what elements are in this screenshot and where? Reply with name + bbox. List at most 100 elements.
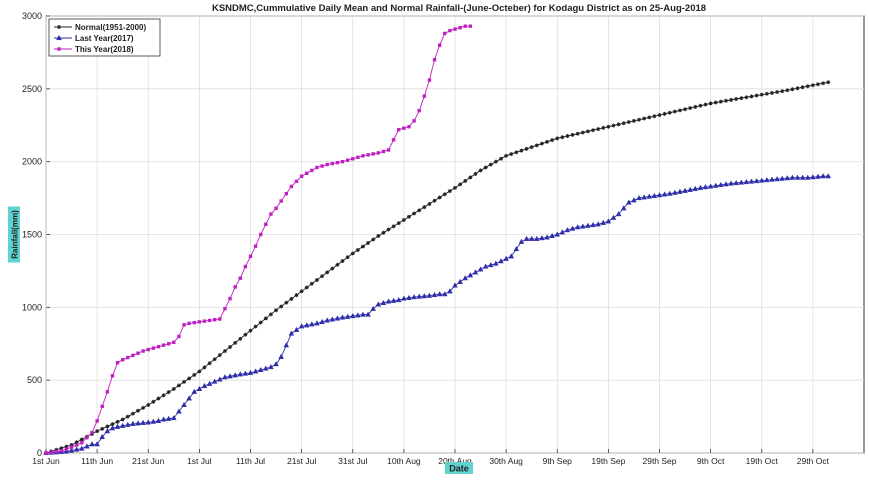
series-point: [365, 311, 371, 317]
series-3: [44, 24, 473, 455]
series-point: [677, 108, 682, 113]
series-point: [243, 264, 248, 269]
series-point: [458, 182, 463, 187]
series-point: [693, 104, 698, 109]
series-point: [329, 316, 336, 322]
series-point: [606, 124, 611, 129]
series-point: [473, 171, 478, 176]
series-point: [63, 448, 70, 454]
series-point: [591, 128, 596, 133]
series-point: [217, 353, 222, 358]
series-point: [79, 437, 84, 442]
series-point: [212, 357, 217, 362]
series-point: [238, 276, 242, 280]
series-point: [211, 378, 218, 384]
series-point: [94, 441, 100, 447]
series-point: [421, 293, 428, 299]
series-point: [596, 127, 601, 132]
series-point: [177, 334, 181, 339]
series-point: [126, 355, 130, 360]
series-point: [759, 92, 764, 97]
series-point: [666, 190, 673, 196]
y-tick-label: 1000: [22, 302, 42, 312]
series-point: [201, 382, 208, 389]
series-point: [482, 263, 489, 269]
series-point: [784, 175, 791, 181]
x-axis-label-highlight: [445, 462, 473, 474]
series-point: [417, 208, 422, 213]
series-point: [646, 193, 653, 199]
series-point: [432, 198, 437, 203]
series-point: [172, 340, 176, 344]
legend-marker: [57, 47, 61, 51]
series-point: [815, 82, 820, 87]
series-point: [299, 289, 304, 294]
legend-entry: Last Year(2017): [75, 34, 134, 43]
series-point: [248, 328, 253, 333]
series-point: [233, 340, 238, 345]
series-point: [462, 275, 469, 281]
series-point: [795, 86, 800, 91]
series-point: [69, 442, 74, 447]
series-point: [436, 291, 443, 297]
series-point: [340, 259, 345, 264]
series-point: [294, 293, 299, 298]
series-point: [289, 184, 294, 189]
series-point: [105, 424, 110, 429]
series-point: [146, 347, 150, 352]
series-point: [810, 83, 815, 88]
series-point: [206, 380, 213, 386]
series-point: [406, 214, 411, 219]
series-point: [355, 247, 360, 252]
series-point: [417, 108, 421, 113]
series-point: [692, 185, 699, 191]
series-point: [375, 301, 382, 307]
series-point: [78, 445, 85, 451]
series-point: [386, 227, 391, 232]
series-point: [207, 318, 212, 323]
series-point: [120, 417, 125, 422]
series-point: [360, 311, 366, 317]
series-point: [252, 368, 259, 374]
series-point: [805, 84, 810, 89]
series-point: [104, 428, 111, 434]
series-point: [441, 291, 448, 297]
series-point: [575, 131, 580, 136]
series-point: [600, 219, 607, 225]
series-point: [238, 336, 243, 341]
series-point: [315, 165, 319, 170]
series-point: [349, 312, 356, 319]
series-point: [335, 160, 340, 165]
series-point: [564, 227, 571, 233]
series-point: [779, 175, 786, 181]
series-point: [325, 270, 330, 275]
series-point: [356, 155, 360, 159]
series-point: [391, 224, 396, 229]
series-point: [141, 405, 146, 410]
series-point: [130, 411, 135, 416]
plot-area: 0 500 1000 1500 2000 2500 3000 1st Jun 11th Jun 2…: [8, 11, 865, 474]
series-point: [764, 176, 770, 183]
series-point: [187, 321, 191, 326]
series-point: [294, 179, 299, 184]
legend-box: [48, 18, 161, 57]
series-point: [167, 342, 171, 346]
series-point: [303, 322, 310, 328]
x-tick-label: 19th Oct: [746, 456, 779, 466]
series-point: [748, 178, 755, 184]
legend-marker: [56, 34, 62, 41]
series-point: [176, 408, 182, 414]
series-point: [99, 433, 106, 440]
series-point: [283, 342, 290, 348]
series-point: [427, 201, 432, 206]
series-point: [672, 189, 678, 195]
series-point: [263, 316, 268, 321]
x-tick-label: 1st Jun: [32, 456, 60, 466]
series-point: [545, 139, 550, 144]
series-point: [274, 308, 279, 313]
series-point: [396, 221, 401, 226]
y-tick-label: 1500: [22, 230, 42, 240]
series-point: [228, 344, 233, 349]
series-point: [376, 151, 381, 155]
series-point: [136, 408, 141, 413]
